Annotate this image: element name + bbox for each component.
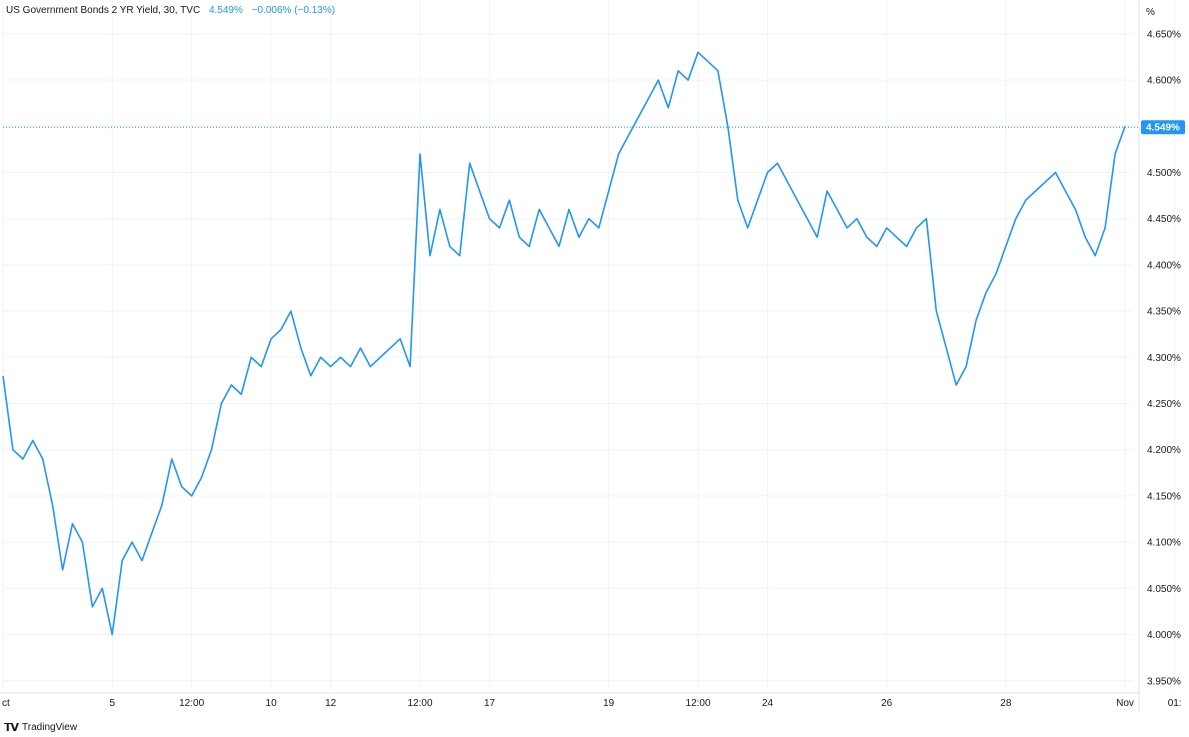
x-tick-label: ct bbox=[2, 698, 10, 709]
x-tick-label: 12:00 bbox=[179, 698, 204, 709]
y-axis-unit: % bbox=[1146, 7, 1155, 18]
y-tick-label: 4.500% bbox=[1147, 168, 1181, 179]
x-tick-label: 26 bbox=[881, 698, 893, 709]
last-value-label: 4.549% bbox=[1146, 123, 1180, 134]
x-tick-label: 01: bbox=[1168, 698, 1182, 709]
x-tick-label: 5 bbox=[109, 698, 115, 709]
brand: 𝗧𝗩 TradingView bbox=[4, 721, 77, 734]
y-tick-label: 4.650% bbox=[1147, 29, 1181, 40]
y-tick-label: 3.950% bbox=[1147, 676, 1181, 687]
y-tick-label: 4.450% bbox=[1147, 214, 1181, 225]
grid-layer bbox=[2, 0, 1176, 690]
x-tick-label: Nov bbox=[1116, 698, 1134, 709]
y-tick-label: 4.600% bbox=[1147, 76, 1181, 87]
y-tick-label: 4.000% bbox=[1147, 630, 1181, 641]
x-tick-label: 12 bbox=[325, 698, 337, 709]
legend-symbol: US Government Bonds 2 YR Yield, 30, TVC bbox=[6, 5, 201, 16]
x-tick-label: 19 bbox=[603, 698, 615, 709]
y-tick-label: 4.300% bbox=[1147, 353, 1181, 364]
axis-layer: 4.650%4.600%4.550%4.500%4.450%4.400%4.35… bbox=[0, 0, 1182, 712]
y-tick-label: 4.350% bbox=[1147, 307, 1181, 318]
legend-change: −0.006% (−0.13%) bbox=[251, 5, 336, 16]
legend-value: 4.549% bbox=[208, 5, 243, 16]
y-tick-label: 4.400% bbox=[1147, 260, 1181, 271]
y-tick-label: 4.200% bbox=[1147, 445, 1181, 456]
y-tick-label: 4.150% bbox=[1147, 491, 1181, 502]
y-tick-label: 4.100% bbox=[1147, 538, 1181, 549]
y-tick-label: 4.250% bbox=[1147, 399, 1181, 410]
y-tick-label: 4.050% bbox=[1147, 584, 1181, 595]
chart-legend: US Government Bonds 2 YR Yield, 30, TVC … bbox=[6, 5, 335, 16]
series-layer bbox=[2, 51, 1139, 636]
x-tick-label: 17 bbox=[484, 698, 496, 709]
x-tick-label: 24 bbox=[762, 698, 774, 709]
brand-name: TradingView bbox=[22, 722, 78, 733]
label-layer: 4.549% bbox=[1141, 120, 1185, 135]
x-tick-label: 28 bbox=[1000, 698, 1012, 709]
x-tick-label: 10 bbox=[266, 698, 278, 709]
tradingview-logo-icon: 𝗧𝗩 bbox=[4, 722, 19, 734]
last-value-badge bbox=[1141, 120, 1185, 135]
x-tick-label: 12:00 bbox=[408, 698, 433, 709]
x-tick-label: 12:00 bbox=[686, 698, 711, 709]
series-line bbox=[2, 51, 1126, 636]
